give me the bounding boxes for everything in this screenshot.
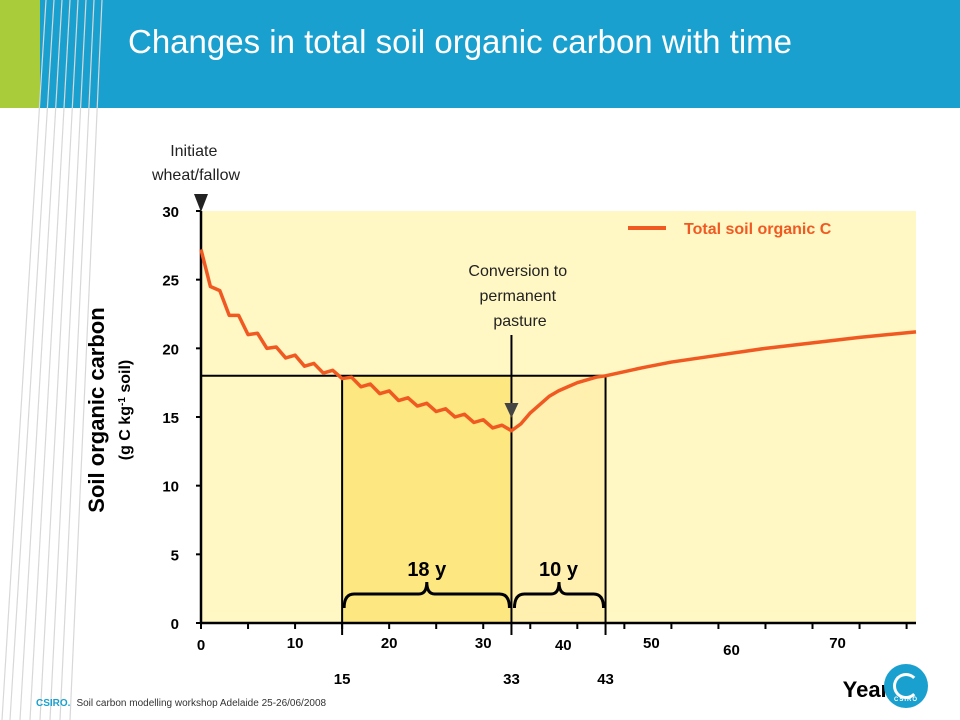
y-axis-unit: (g C kg-1 soil) xyxy=(117,360,135,460)
slide-title: Changes in total soil organic carbon wit… xyxy=(128,23,793,60)
x-tick-label: 40 xyxy=(555,637,572,654)
interval-2-label: 10 y xyxy=(539,559,579,581)
boundary-label: 33 xyxy=(503,671,520,688)
legend-label: Total soil organic C xyxy=(684,221,832,238)
x-tick-labels: 0 10 20 30 40 50 60 70 xyxy=(197,635,846,659)
initiate-label: Initiate wheat/fallow xyxy=(151,143,240,184)
initiate-arrow xyxy=(194,194,208,212)
csiro-logo: CSIRO xyxy=(884,664,928,708)
x-tick-label: 50 xyxy=(643,635,660,652)
logo-ring-icon xyxy=(893,673,919,699)
slide-footer: CSIRO. Soil carbon modelling workshop Ade… xyxy=(36,698,326,709)
footer-text: Soil carbon modelling workshop Adelaide … xyxy=(76,698,327,709)
series-total-soil-organic-c xyxy=(199,249,917,433)
logo-text: CSIRO xyxy=(893,697,918,703)
conversion-label: Conversion to permanent pasture xyxy=(468,263,571,330)
footer-brand: CSIRO. xyxy=(36,698,71,709)
y-tick-label: 5 xyxy=(171,547,179,564)
x-tick-label: 60 xyxy=(723,642,740,659)
y-tick-label: 10 xyxy=(162,479,179,496)
interval-boundary-labels: 15 33 43 xyxy=(334,671,614,688)
interval-1-brace xyxy=(342,581,511,609)
slide-header: Changes in total soil organic carbon wit… xyxy=(0,0,960,108)
interval-2-brace xyxy=(512,581,606,609)
y-tick-label: 25 xyxy=(162,273,179,290)
y-tick-labels: 0 5 10 15 20 25 30 xyxy=(162,204,179,633)
y-tick-label: 30 xyxy=(162,204,179,221)
y-tick-label: 0 xyxy=(171,616,179,633)
x-tick-label: 20 xyxy=(381,635,398,652)
boundary-label: 15 xyxy=(334,671,351,688)
y-axis-title: Soil organic carbon (g C kg-1 soil) xyxy=(84,307,134,512)
y-tick-label: 15 xyxy=(162,410,179,427)
x-tick-label: 70 xyxy=(829,635,846,652)
y-axis-label: Soil organic carbon xyxy=(84,307,109,512)
y-tick-label: 20 xyxy=(162,341,179,358)
header-accent xyxy=(0,0,40,108)
x-tick-label: 30 xyxy=(475,635,492,652)
x-tick-label: 10 xyxy=(287,635,304,652)
decorative-stripes xyxy=(1,0,103,720)
boundary-label: 43 xyxy=(597,671,614,688)
conversion-arrow xyxy=(504,403,519,418)
interval-1-label: 18 y xyxy=(407,559,447,581)
x-tick-label: 0 xyxy=(197,637,205,654)
interval-1-highlight xyxy=(342,375,512,623)
